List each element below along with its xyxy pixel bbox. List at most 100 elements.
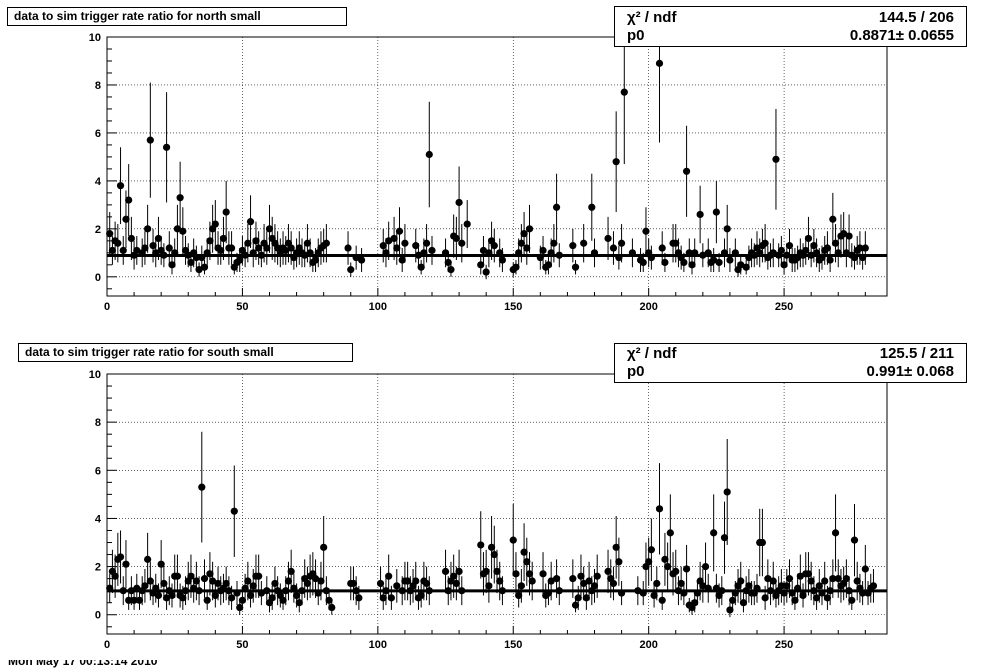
data-point [200, 575, 209, 583]
data-point [255, 572, 263, 580]
data-point [387, 594, 395, 602]
x-tick-label: 50 [236, 639, 248, 651]
data-point [742, 263, 750, 271]
data-point [593, 572, 601, 580]
x-tick-label: 150 [504, 639, 522, 651]
data-point [590, 582, 599, 590]
data-point [303, 579, 312, 588]
data-point [547, 577, 555, 585]
data-point [639, 258, 647, 267]
data-point [122, 215, 130, 223]
data-point [230, 507, 238, 515]
data-point [823, 244, 832, 252]
y-tick-label: 10 [89, 32, 101, 44]
data-point [672, 239, 680, 247]
data-point [452, 234, 460, 243]
data-point [777, 246, 785, 255]
data-point [209, 577, 217, 585]
data-point [688, 261, 696, 269]
y-tick-label: 6 [95, 465, 101, 477]
timestamp-footer: Mon May 17 00:13:14 2010 [8, 654, 158, 668]
data-point [246, 591, 255, 600]
data-point [829, 215, 837, 223]
data-point [263, 244, 271, 252]
data-point [512, 263, 520, 271]
data-point [122, 560, 130, 568]
data-point [812, 594, 821, 602]
x-tick-label: 200 [639, 639, 657, 651]
data-point [173, 572, 182, 580]
data-point [655, 59, 664, 67]
data-point [831, 239, 840, 247]
data-point [477, 541, 485, 549]
data-point [487, 543, 496, 551]
data-point [125, 196, 133, 204]
data-point [279, 596, 287, 604]
data-point [455, 567, 463, 576]
data-point [582, 594, 590, 602]
data-point [173, 225, 182, 233]
data-point [726, 256, 734, 264]
data-point [647, 546, 655, 554]
data-point [211, 591, 219, 600]
x-tick-label: 200 [639, 301, 657, 313]
data-point [672, 567, 680, 576]
data-point [490, 550, 498, 559]
p0-label: p0 [627, 27, 645, 44]
data-point [463, 220, 471, 228]
data-point [116, 182, 125, 190]
data-point [509, 536, 517, 544]
y-tick-label: 0 [95, 272, 101, 284]
data-point [804, 570, 813, 578]
data-point [869, 582, 878, 590]
data-point [482, 268, 490, 276]
data-point [826, 256, 834, 264]
data-point [848, 596, 856, 604]
data-point [650, 591, 658, 600]
data-point [617, 239, 626, 247]
data-point [525, 225, 534, 233]
p0-value: 0.8871± 0.0655 [849, 27, 954, 44]
data-point [198, 483, 206, 491]
data-point [680, 258, 688, 267]
data-point [552, 575, 561, 583]
data-point [146, 136, 154, 144]
data-point [116, 553, 125, 561]
data-point [393, 582, 401, 590]
data-point [658, 596, 666, 604]
data-point [550, 239, 558, 247]
data-point [520, 230, 528, 238]
data-point [325, 596, 333, 604]
data-point [282, 246, 290, 255]
data-point [106, 230, 114, 238]
data-point [303, 239, 312, 247]
data-point [317, 577, 325, 585]
data-point [222, 579, 230, 588]
data-point [642, 227, 650, 235]
data-point [398, 256, 406, 264]
data-point [422, 239, 431, 247]
data-point [615, 558, 623, 566]
data-point [658, 244, 666, 252]
data-point [666, 529, 674, 537]
data-point [745, 582, 753, 590]
data-point [823, 594, 832, 602]
data-point [133, 246, 141, 255]
data-point [571, 601, 580, 609]
data-point [845, 232, 853, 240]
data-point [146, 577, 154, 585]
y-tick-label: 8 [95, 417, 101, 429]
data-point [799, 591, 807, 600]
data-point [192, 577, 200, 585]
data-point [764, 575, 772, 583]
data-point [130, 596, 138, 604]
x-tick-label: 250 [775, 639, 793, 651]
data-point [856, 244, 864, 252]
data-point [580, 579, 588, 588]
data-point [796, 572, 804, 580]
data-point [528, 577, 536, 585]
data-point [723, 488, 731, 496]
data-point [604, 567, 612, 576]
data-point [840, 230, 848, 238]
